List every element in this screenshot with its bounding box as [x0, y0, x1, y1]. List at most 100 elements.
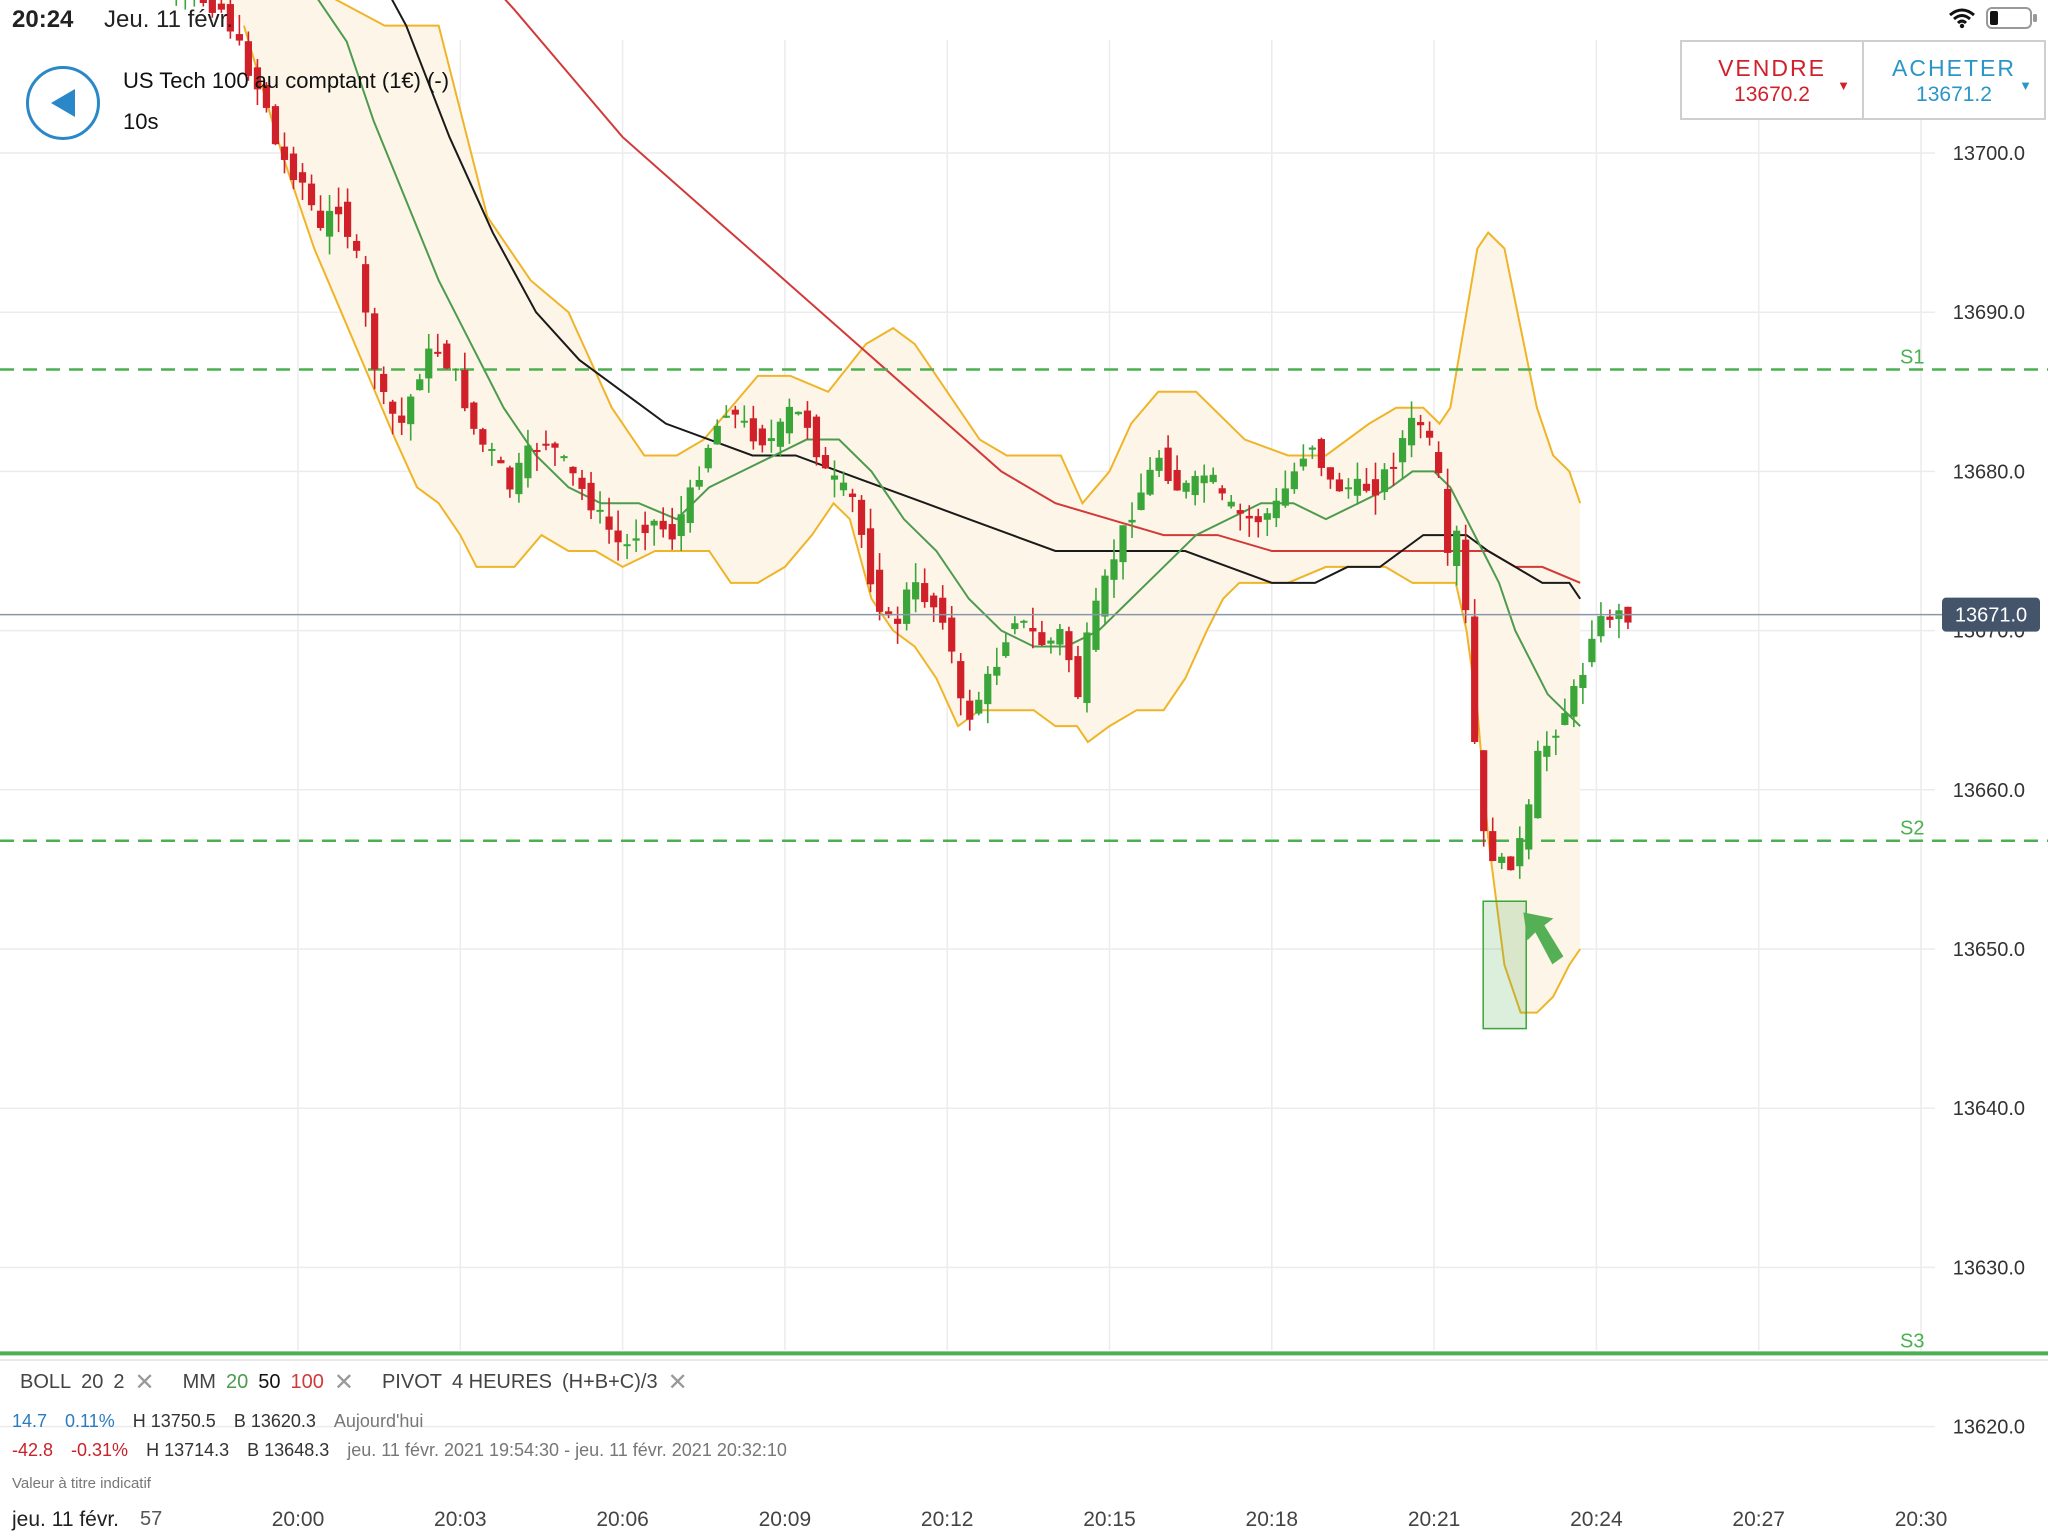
- candle-body: [668, 524, 676, 540]
- candle-body: [821, 455, 830, 469]
- range-high: H 13714.3: [146, 1440, 230, 1460]
- x-tick-label: 20:21: [1408, 1508, 1461, 1531]
- candle-body: [857, 499, 866, 535]
- candle-body: [1281, 488, 1289, 506]
- candle-body: [1380, 469, 1389, 493]
- candle-body: [479, 429, 487, 445]
- y-tick-label: 13620.0: [1953, 1417, 2025, 1439]
- candle-body: [389, 401, 397, 414]
- candle-body: [1371, 479, 1380, 496]
- status-time: 20:24: [12, 6, 74, 33]
- candle-body: [1335, 479, 1344, 492]
- x-tick-label: 20:09: [759, 1508, 812, 1531]
- candle-body: [1020, 620, 1028, 623]
- candle-body: [1489, 831, 1497, 861]
- candle-body: [966, 700, 974, 720]
- candle-body: [650, 520, 658, 526]
- candle-body: [1200, 475, 1208, 484]
- candle-body: [839, 482, 848, 491]
- candle-body: [1299, 458, 1307, 467]
- candle-body: [912, 582, 920, 600]
- candle-body: [1236, 510, 1244, 514]
- candle-body: [1353, 478, 1362, 496]
- annotation-arrow-icon: [1523, 912, 1564, 965]
- candle-body: [894, 618, 902, 624]
- mm-name[interactable]: MM: [182, 1371, 216, 1393]
- candle-body: [1579, 674, 1587, 688]
- candle-body: [1462, 539, 1470, 611]
- candle-body: [659, 520, 667, 530]
- candle-body: [722, 415, 730, 418]
- candle-body: [362, 264, 370, 313]
- candle-body: [235, 34, 243, 41]
- instrument-title: US Tech 100 au comptant (1€) (-): [123, 68, 450, 93]
- candle-body: [957, 661, 965, 699]
- footer-date: jeu. 11 févr.: [12, 1508, 120, 1531]
- battery-icon: [1986, 7, 2037, 29]
- remove-boll-icon[interactable]: ✕: [134, 1369, 155, 1396]
- candle-body: [1543, 745, 1551, 757]
- remove-pivot-icon[interactable]: ✕: [667, 1369, 688, 1396]
- candle-body: [226, 4, 234, 32]
- candle-body: [948, 617, 956, 652]
- y-tick-label: 13700.0: [1953, 143, 2025, 165]
- bollinger-upper-line: [334, 0, 1582, 506]
- buy-caret-icon: ▼: [2019, 78, 2032, 93]
- x-tick-label: 20:00: [272, 1508, 325, 1531]
- candle-body: [569, 466, 577, 474]
- y-tick-label: 13680.0: [1953, 461, 2025, 483]
- candle-body: [677, 514, 685, 537]
- candle-body: [1362, 483, 1371, 491]
- boll-name[interactable]: BOLL: [20, 1371, 72, 1393]
- candle-body: [1561, 713, 1569, 725]
- candle-body: [443, 343, 451, 369]
- candle-body: [1534, 750, 1542, 819]
- x-tick-label: 20:24: [1570, 1508, 1623, 1531]
- today-change: 14.7: [12, 1411, 48, 1431]
- candle-body: [812, 416, 821, 458]
- candle-body: [866, 528, 875, 585]
- pivot-name[interactable]: PIVOT: [381, 1371, 442, 1393]
- mm-period-100: 100: [290, 1371, 324, 1393]
- ma50-line: [391, 0, 1581, 600]
- buy-button[interactable]: ACHETER 13671.2 ▼: [1862, 42, 2044, 118]
- sell-price: 13670.2: [1734, 83, 1810, 106]
- status-icons: [1948, 6, 2038, 30]
- candle-body: [1480, 750, 1488, 832]
- candle-body: [632, 538, 640, 541]
- candle-body: [371, 313, 379, 370]
- candle-body: [939, 597, 947, 623]
- back-button[interactable]: [26, 66, 100, 140]
- timeframe-label[interactable]: 10s: [123, 109, 159, 134]
- candle-body: [398, 415, 406, 423]
- candle-body: [686, 487, 694, 524]
- candle-body: [776, 421, 784, 447]
- candle-body: [1092, 600, 1100, 650]
- x-tick-label: 20:12: [921, 1508, 974, 1531]
- buy-label: ACHETER: [1892, 55, 2016, 81]
- candle-body: [1507, 856, 1515, 871]
- boll-period: 20: [81, 1371, 104, 1393]
- disclaimer: Valeur à titre indicatif: [12, 1475, 151, 1492]
- candle-body: [217, 3, 225, 10]
- candle-body: [1588, 638, 1596, 663]
- candle-body: [298, 172, 307, 183]
- candle-body: [343, 201, 352, 237]
- candle-body: [416, 379, 424, 391]
- candle-body: [1182, 482, 1190, 492]
- candle-body: [1245, 515, 1253, 519]
- candle-body: [848, 493, 857, 497]
- remove-mm-icon[interactable]: ✕: [333, 1369, 354, 1396]
- candle-body: [1435, 452, 1443, 474]
- pivot-formula: (H+B+C)/3: [562, 1371, 658, 1393]
- candle-body: [1398, 438, 1407, 463]
- candle-body: [325, 210, 334, 237]
- sell-button[interactable]: VENDRE 13670.2 ▼: [1682, 42, 1862, 118]
- candle-body: [289, 153, 298, 181]
- candle-body: [1344, 487, 1353, 490]
- candle-body: [1389, 466, 1398, 469]
- candle-body: [1209, 474, 1217, 483]
- candle-body: [271, 106, 280, 145]
- candle-body: [704, 447, 712, 469]
